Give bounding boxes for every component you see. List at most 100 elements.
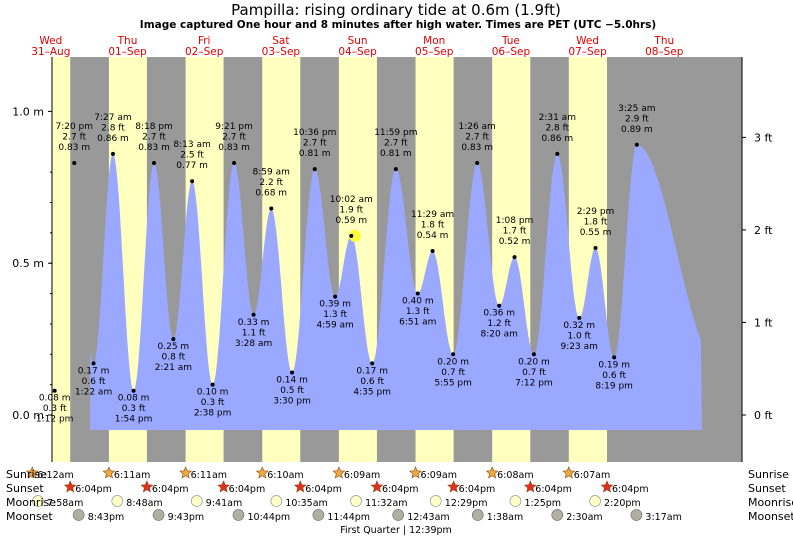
tide-label-24-1: 0.7 ft [522,368,546,378]
sunset-icon-3 [293,480,307,493]
tide-label-27-1: 1.8 ft [584,218,608,228]
day-date-8: 08–Sep [645,46,684,58]
day-date-4: 04–Sep [338,46,377,58]
tide-point-21 [475,161,480,166]
tide-point-18 [415,291,420,296]
sunrise-icon-0 [25,466,39,479]
tide-label-2-1: 0.6 ft [82,377,106,387]
tide-label-23-1: 1.7 ft [503,227,527,237]
tide-label-18-0: 0.40 m [402,297,434,307]
tide-label-25-2: 0.86 m [541,134,573,144]
sunset-icon-1 [140,480,154,493]
moonset-icon-3 [312,509,325,521]
tide-label-11-0: 8:59 am [253,168,290,178]
tide-label-1-1: 2.7 ft [62,133,86,143]
moonrise-icon-4 [350,495,362,507]
moonrise-icon-1 [111,495,124,507]
day-name-6: Tue [501,35,520,47]
tide-label-6-0: 0.25 m [158,342,190,352]
tide-label-20-0: 0.20 m [437,357,469,367]
moonset-row-label-right: Moonset [748,510,793,523]
daylight-band-0 [52,57,71,462]
left-tick-label-2: 1.0 m [12,105,44,118]
tide-label-7-0: 8:13 am [173,140,210,150]
tide-label-0-2: 1:12 pm [36,415,74,425]
tide-point-26 [577,315,582,320]
moonset-time-5: 1:38am [487,512,523,523]
moonset-icon-2 [232,509,245,521]
sunrise-row-label-right: Sunrise [748,468,789,481]
tide-point-28 [612,355,617,360]
tide-label-18-1: 1.3 ft [406,307,430,317]
tide-label-27-2: 0.55 m [580,228,612,238]
tide-label-4-0: 0.08 m [118,394,150,404]
tide-label-0-1: 0.3 ft [43,404,67,414]
tide-label-28-0: 0.19 m [598,360,630,370]
tide-point-7 [190,179,195,184]
day-name-0: Wed [39,35,62,47]
day-name-4: Sun [348,35,368,47]
sunset-icon-4 [370,480,384,493]
tide-label-20-2: 5:55 pm [434,378,472,388]
sunrise-icon-4 [332,466,346,479]
sunrise-time-5: 6:09am [421,470,457,481]
tide-label-22-2: 8:20 am [481,330,518,340]
day-date-2: 02–Sep [185,46,224,58]
tide-label-25-0: 2:31 am [539,113,576,123]
tide-label-8-2: 2:38 pm [194,409,232,419]
tide-label-13-2: 0.81 m [299,149,331,159]
moonset-icon-1 [152,509,165,521]
moonset-icon-6 [551,509,564,521]
tide-label-8-0: 0.10 m [197,388,229,398]
tide-label-12-1: 0.5 ft [280,386,304,396]
tide-label-24-0: 0.20 m [518,357,550,367]
tide-label-22-0: 0.36 m [483,309,515,319]
tide-label-15-2: 0.59 m [335,216,367,226]
day-name-8: Thu [653,35,674,47]
sunset-time-6: 6:04pm [535,484,572,495]
day-date-7: 07–Sep [568,46,607,58]
tide-label-23-2: 0.52 m [499,237,531,247]
tide-label-9-0: 9:21 pm [215,122,253,132]
moonset-icon-5 [471,509,484,521]
sunrise-time-7: 6:07am [574,470,610,481]
sunrise-icon-6 [485,466,499,479]
tide-label-2-2: 1:22 am [75,387,112,397]
sunrise-icon-5 [409,466,423,479]
tide-labels: 0.08 m0.3 ft1:12 pm7:20 pm2.7 ft0.83 m0.… [36,104,656,425]
day-date-3: 03–Sep [262,46,301,58]
tide-label-9-1: 2.7 ft [222,133,246,143]
tide-label-11-1: 2.2 ft [259,178,283,188]
tide-label-6-2: 2:21 am [155,363,192,373]
tide-label-5-0: 8:18 pm [135,122,173,132]
tide-label-26-1: 1.0 ft [567,331,591,341]
moonrise-time-7: 2:20pm [604,498,641,509]
tide-label-12-2: 3:30 pm [273,396,311,406]
tide-label-23-0: 1:08 pm [496,216,534,226]
tide-point-3 [110,151,115,156]
tide-label-22-1: 1.2 ft [487,319,511,329]
tide-label-21-1: 2.7 ft [465,133,489,143]
left-tick-label-1: 0.5 m [12,257,44,270]
chart-subtitle: Image captured One hour and 8 minutes af… [140,19,656,31]
moonrise-time-0: 7:58am [47,498,83,509]
tide-point-29 [634,142,639,147]
moonset-time-0: 8:43pm [88,512,125,523]
tide-area [90,144,702,431]
tide-label-29-2: 0.89 m [621,125,653,135]
moonrise-time-3: 10:35am [285,498,327,509]
tide-point-27 [593,246,598,251]
astronomy-rows: 6:12am6:04pm6:11am6:04pm6:11am6:04pm6:10… [25,466,682,523]
tide-point-12 [290,370,295,375]
day-name-3: Sat [272,35,289,47]
right-tick-label-1: 1 ft [754,316,773,329]
tide-label-6-1: 0.8 ft [162,353,186,363]
moonset-icon-0 [72,509,85,521]
sunset-time-5: 6:04pm [459,484,496,495]
tide-label-3-2: 0.86 m [97,134,129,144]
tide-label-29-0: 3:25 am [618,104,655,114]
tide-label-3-0: 7:27 am [94,113,131,123]
day-name-1: Thu [117,35,138,47]
moonset-icon-7 [630,509,643,521]
moonset-time-3: 11:44pm [327,512,370,523]
